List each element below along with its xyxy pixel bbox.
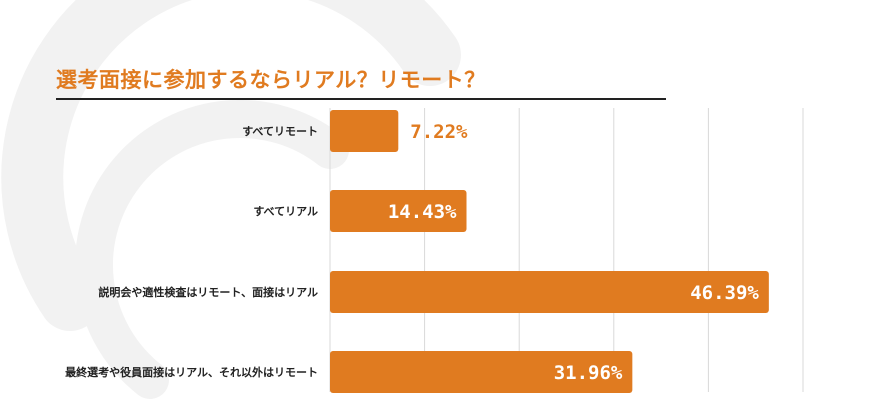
bar [330,190,467,232]
bar [330,351,633,393]
chart-title: 選考面接に参加するならリアル？リモート？ [56,68,486,92]
data-label: 46.39% [690,282,759,304]
labels: すべてリモート 7.22% すべてリアル 14.43% 説明会や適性検査はリモート、面接… [65,121,759,384]
bar [330,271,769,313]
category-label: すべてリアル [253,205,318,218]
bars [330,110,769,393]
data-label: 7.22% [410,121,468,143]
data-label: 31.96% [554,362,623,384]
category-label: すべてリモート [242,125,318,138]
category-label: 最終選考や役員面接はリアル、それ以外はリモート [65,365,318,379]
gridlines [329,108,804,392]
title-underline [56,98,666,100]
category-label: 説明会や適性検査はリモート、面接はリアル [98,285,318,299]
bar [330,110,399,152]
data-label: 14.43% [388,201,457,223]
